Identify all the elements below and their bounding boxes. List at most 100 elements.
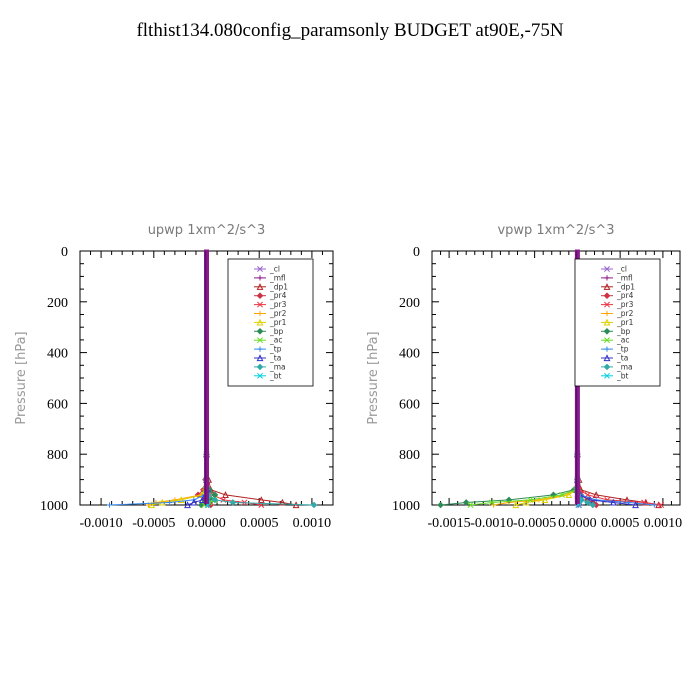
zero-marker — [574, 434, 580, 438]
zero-marker — [204, 282, 209, 286]
data-point-marker — [106, 502, 113, 508]
data-point-marker — [310, 501, 318, 509]
zero-marker — [204, 351, 209, 355]
data-point-marker — [603, 283, 611, 290]
legend-entry: _pr4 — [254, 291, 287, 300]
zero-marker — [574, 432, 580, 436]
zero-marker — [574, 495, 580, 499]
zero-marker — [204, 394, 209, 398]
x-tick-label: 0.0010 — [644, 516, 683, 531]
y-tick-label: 200 — [399, 296, 420, 311]
zero-marker — [204, 335, 209, 339]
data-point-marker — [257, 275, 263, 281]
data-point-marker — [256, 363, 264, 371]
legend-entry: _ta — [254, 354, 281, 363]
data-point-marker — [604, 372, 610, 379]
zero-marker — [574, 470, 580, 474]
zero-marker — [204, 368, 209, 372]
zero-marker — [204, 467, 209, 471]
series-ac — [467, 251, 581, 508]
zero-marker — [204, 485, 209, 489]
series-bp — [437, 251, 581, 509]
zero-marker — [204, 272, 209, 276]
series-line — [148, 251, 207, 506]
y-tick-label: 400 — [399, 347, 420, 362]
x-tick-label: -0.0015 — [428, 516, 471, 531]
zero-marker — [204, 323, 209, 327]
x-tick-label: -0.0005 — [513, 516, 556, 531]
zero-marker — [204, 488, 209, 492]
zero-marker — [204, 406, 209, 410]
zero-marker — [574, 467, 580, 471]
x-tick-label: -0.0005 — [132, 516, 175, 531]
zero-marker — [204, 498, 209, 502]
zero-marker — [574, 442, 580, 446]
zero-marker — [574, 252, 580, 256]
zero-marker — [574, 419, 580, 423]
zero-marker — [574, 455, 580, 459]
x-tick-label: -0.0010 — [79, 516, 122, 531]
legend-label: _cl — [269, 265, 280, 274]
zero-marker — [574, 478, 580, 482]
data-point-marker — [604, 337, 610, 344]
zero-marker — [574, 399, 580, 403]
data-point-marker — [257, 310, 263, 317]
zero-marker — [204, 340, 209, 344]
zero-marker — [204, 437, 209, 441]
y-tick-label: 1000 — [392, 499, 420, 514]
zero-marker — [204, 475, 209, 479]
chart-panel-1: upwp 1xm^2/s^3 Pressure [hPa] 0 200 400 600 80… — [14, 223, 334, 531]
y-tick-label: 0 — [61, 245, 68, 260]
series-line — [515, 251, 578, 506]
zero-marker — [204, 422, 209, 426]
zero-marker — [574, 417, 580, 421]
legend-entry: _dp1 — [601, 282, 635, 291]
legend-entry: _mfl — [254, 273, 286, 282]
data-point-marker — [527, 496, 534, 503]
zero-marker — [574, 391, 580, 395]
zero-marker — [574, 445, 580, 449]
data-point-marker — [462, 499, 470, 506]
zero-marker — [574, 483, 580, 487]
zero-marker — [204, 274, 209, 278]
zero-marker — [574, 500, 580, 504]
data-point-marker — [603, 363, 611, 371]
zero-marker — [574, 460, 580, 464]
data-point-marker — [589, 501, 597, 509]
zero-marker — [204, 307, 209, 311]
legend-entry: _tp — [254, 345, 282, 354]
zero-marker — [204, 434, 209, 438]
zero-marker — [204, 356, 209, 360]
zero-marker — [204, 490, 209, 494]
data-point-marker — [229, 499, 237, 506]
zero-marker — [574, 473, 580, 477]
data-point-marker — [632, 501, 639, 509]
data-point-marker — [584, 499, 591, 506]
zero-marker — [574, 452, 580, 456]
zero-marker — [204, 424, 209, 428]
legend-label: _bp — [616, 327, 631, 336]
zero-marker — [204, 404, 209, 408]
legend-label: _ac — [616, 336, 629, 345]
legend-label: _pr1 — [616, 318, 634, 327]
y-tick-label: 800 — [399, 448, 420, 463]
zero-marker — [204, 325, 209, 329]
zero-marker — [204, 401, 209, 405]
legend-label: _ac — [269, 336, 282, 345]
legend-box — [574, 258, 661, 387]
zero-marker — [204, 279, 209, 283]
y-tick-label: 400 — [47, 347, 68, 362]
legend-label: _pr2 — [269, 309, 287, 318]
zero-marker — [204, 384, 209, 388]
data-point-marker — [651, 502, 657, 508]
data-point-marker — [658, 502, 665, 508]
x-tick-label: 0.0005 — [601, 516, 640, 531]
zero-marker — [574, 475, 580, 479]
zero-marker — [574, 424, 580, 428]
zero-marker — [574, 462, 580, 466]
zero-marker — [204, 366, 209, 370]
data-point-marker — [256, 327, 264, 335]
zero-marker — [204, 338, 209, 342]
data-point-marker — [604, 310, 610, 317]
zero-marker — [574, 493, 580, 497]
